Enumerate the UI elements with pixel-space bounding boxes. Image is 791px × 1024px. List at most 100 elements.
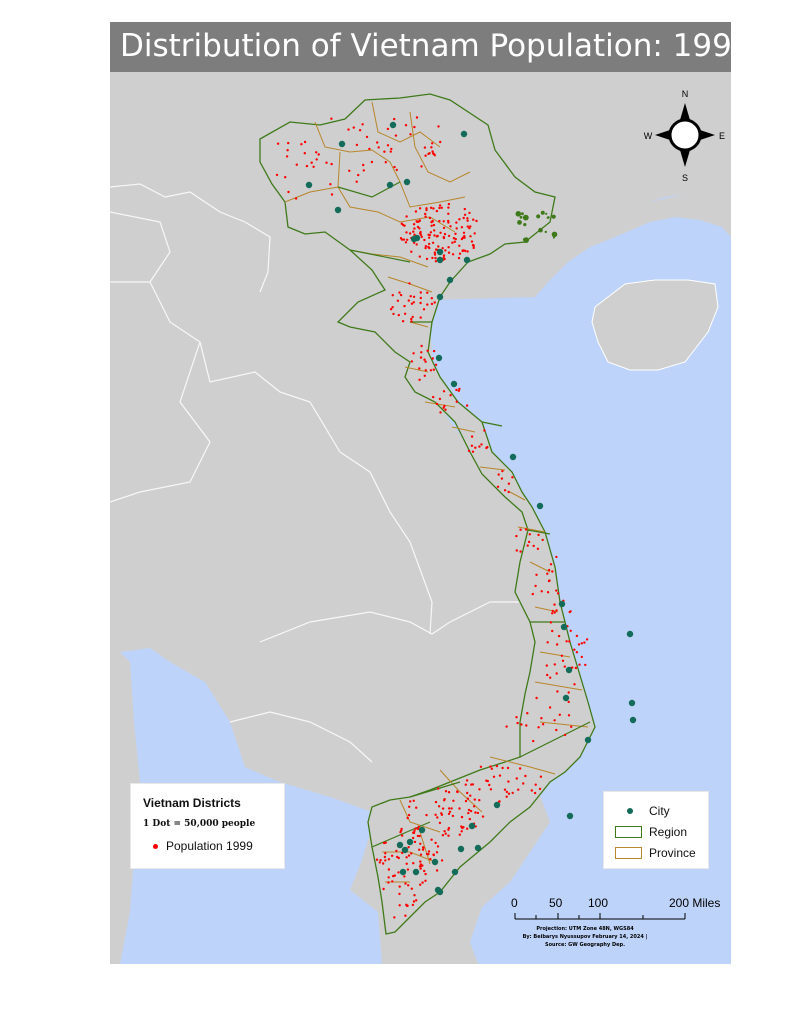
population-dot <box>530 789 533 792</box>
region-boundary <box>371 821 431 848</box>
population-dot <box>357 173 360 177</box>
population-dot <box>428 242 431 246</box>
population-dot <box>551 570 554 573</box>
population-dot <box>406 868 410 871</box>
population-dot <box>383 855 387 859</box>
population-dot <box>480 443 483 446</box>
population-dot <box>432 853 435 857</box>
population-dot <box>413 840 417 844</box>
population-dot <box>472 246 475 250</box>
population-dot <box>394 134 398 137</box>
population-dot <box>465 779 469 782</box>
population-dot <box>433 301 436 304</box>
province-boundary <box>509 491 526 501</box>
population-dot <box>465 404 469 407</box>
population-dot <box>472 218 475 221</box>
population-dot <box>430 838 433 841</box>
population-dot <box>553 611 556 614</box>
population-dot <box>412 301 415 304</box>
population-dot <box>545 664 548 667</box>
population-dot <box>411 836 415 840</box>
population-dot <box>330 162 333 166</box>
population-dot <box>555 555 558 559</box>
population-dot <box>553 719 556 722</box>
population-dot <box>447 791 451 794</box>
island-fragment <box>551 231 558 238</box>
population-dot <box>469 225 472 228</box>
province-boundary <box>399 181 466 208</box>
population-dot <box>455 400 458 403</box>
population-dot <box>555 643 559 646</box>
population-dot <box>458 218 461 221</box>
population-dot <box>422 846 425 849</box>
population-dot <box>447 212 450 215</box>
island-fragment <box>545 212 548 215</box>
population-dot <box>408 805 411 808</box>
population-dot <box>573 648 576 651</box>
population-dot <box>423 238 426 242</box>
thailand-inner-border <box>110 341 211 503</box>
population-dot <box>425 813 428 817</box>
population-dot <box>386 127 390 131</box>
population-dot <box>474 446 477 449</box>
population-dot <box>382 887 385 891</box>
population-dot <box>440 206 443 209</box>
city-marker <box>446 276 454 284</box>
population-dot <box>329 183 332 186</box>
population-dot <box>447 807 451 810</box>
city-marker <box>334 206 342 214</box>
population-dot <box>428 216 432 220</box>
population-dot <box>460 815 464 819</box>
population-dot <box>451 241 454 244</box>
population-dot <box>387 868 391 871</box>
population-dot <box>490 767 493 770</box>
population-dot <box>458 244 461 247</box>
population-dot <box>409 133 412 136</box>
credit-source: Source: GW Geography Dep. <box>544 942 626 948</box>
population-dot <box>444 790 448 793</box>
population-dot <box>393 165 396 169</box>
population-dot <box>567 691 570 694</box>
city-marker <box>584 736 592 744</box>
population-dot <box>430 224 433 227</box>
population-dot <box>438 206 441 210</box>
population-dot <box>567 714 571 717</box>
population-dot <box>389 150 392 153</box>
population-dot <box>355 143 359 147</box>
province-boundary <box>424 401 456 408</box>
population-dot <box>563 733 567 737</box>
population-dot <box>393 874 396 877</box>
population-dot <box>505 725 508 728</box>
population-dot <box>461 826 464 830</box>
population-dot <box>440 859 444 862</box>
population-dot <box>444 832 447 835</box>
population-dot <box>466 250 469 253</box>
boundary-legend: City Region Province <box>604 792 708 868</box>
population-dot <box>430 297 433 300</box>
population-dot <box>567 700 570 704</box>
population-dot <box>375 858 379 861</box>
population-dot <box>315 158 318 161</box>
population-dot <box>555 672 558 675</box>
population-dot <box>407 884 410 887</box>
population-dot <box>443 232 447 236</box>
population-dot <box>451 253 455 256</box>
population-dot <box>468 817 471 821</box>
population-dot <box>402 238 406 241</box>
population-dot <box>384 161 387 164</box>
population-dot <box>515 549 518 552</box>
china-laos-border <box>110 183 271 293</box>
population-dot <box>469 235 472 238</box>
population-dot <box>330 117 333 120</box>
population-dot <box>419 291 422 294</box>
population-dot <box>519 528 522 531</box>
population-dot <box>547 568 551 572</box>
population-dot <box>419 853 423 856</box>
population-dot <box>419 296 422 300</box>
population-dot <box>476 811 480 815</box>
population-dot <box>417 825 420 829</box>
population-dot <box>425 208 428 212</box>
cambodia-south-border <box>229 711 373 763</box>
scale-label-200-miles: 200 Miles <box>669 896 721 910</box>
population-dot <box>419 842 422 845</box>
